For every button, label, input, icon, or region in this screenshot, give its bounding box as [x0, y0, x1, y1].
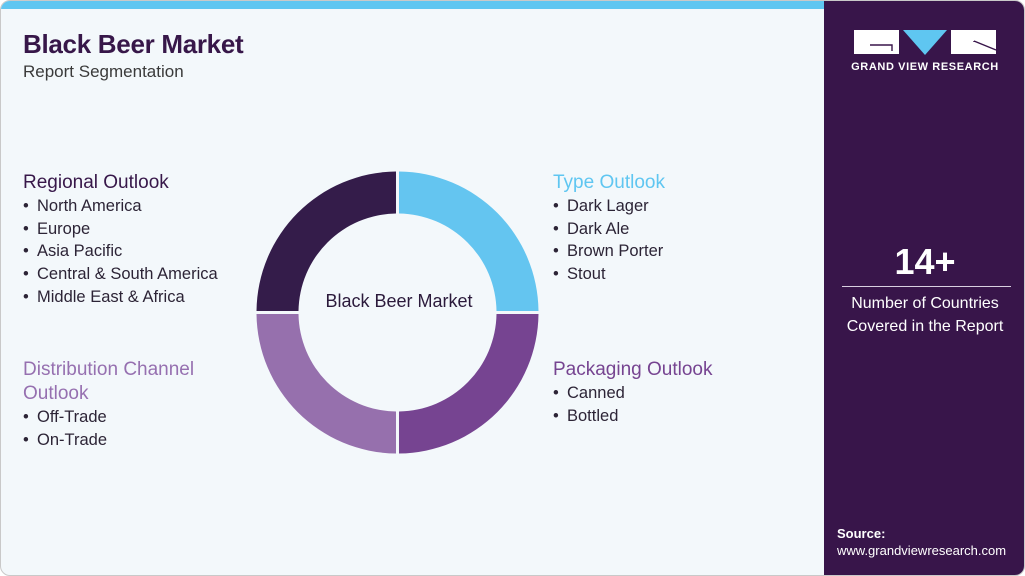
donut-quadrant-packaging — [399, 314, 539, 454]
list-item: Middle East & Africa — [23, 286, 218, 309]
segment-title-line2: Outlook — [23, 383, 89, 404]
grand-view-research-logo-icon — [854, 30, 996, 55]
page-title: Black Beer Market — [23, 29, 244, 59]
segment-title-line1: Distribution Channel — [23, 359, 195, 380]
brand-name: GRAND VIEW RESEARCH — [851, 61, 999, 73]
page-subtitle: Report Segmentation — [23, 62, 184, 81]
source-url-link[interactable]: www.grandviewresearch.com — [837, 543, 1007, 558]
donut-center-label: Black Beer Market — [325, 291, 473, 311]
segment-list: North America Europe Asia Pacific Centra… — [23, 195, 218, 309]
source-label: Source: — [837, 526, 886, 541]
segment-regional: Regional Outlook North America Europe As… — [23, 171, 218, 309]
segment-list: Off-Trade On-Trade — [23, 406, 194, 451]
list-item: North America — [23, 195, 218, 218]
segmentation-donut — [256, 171, 539, 454]
segment-distribution: Distribution Channel Outlook Off-Trade O… — [23, 358, 194, 451]
donut-quadrant-distribution — [256, 314, 396, 454]
list-item: Central & South America — [23, 263, 218, 286]
stat-label: Number of Countries Covered in the Repor… — [824, 292, 1024, 338]
stat-label-line2: Covered in the Report — [846, 318, 1004, 335]
donut-quadrant-type — [399, 171, 539, 311]
stat-divider — [842, 286, 1011, 287]
stat-label-line1: Number of Countries — [851, 295, 999, 312]
segment-title: Type Outlook — [553, 172, 665, 193]
donut-quadrant-regional — [256, 171, 396, 311]
list-item: Brown Porter — [553, 240, 665, 263]
list-item: Asia Pacific — [23, 240, 218, 263]
segment-title: Packaging Outlook — [553, 359, 713, 380]
list-item: Dark Ale — [553, 218, 665, 241]
segment-list: Dark Lager Dark Ale Brown Porter Stout — [553, 195, 665, 286]
list-item: Stout — [553, 263, 665, 286]
segment-type: Type Outlook Dark Lager Dark Ale Brown P… — [553, 171, 665, 286]
list-item: Canned — [553, 382, 713, 405]
segment-title: Regional Outlook — [23, 172, 169, 193]
sidebar-panel — [824, 1, 1024, 575]
list-item: Bottled — [553, 405, 713, 428]
segment-list: Canned Bottled — [553, 382, 713, 427]
list-item: Dark Lager — [553, 195, 665, 218]
list-item: On-Trade — [23, 429, 194, 452]
segment-packaging: Packaging Outlook Canned Bottled — [553, 358, 713, 427]
top-accent-bar — [1, 1, 824, 9]
list-item: Europe — [23, 218, 218, 241]
list-item: Off-Trade — [23, 406, 194, 429]
stat-value: 14+ — [894, 241, 956, 282]
